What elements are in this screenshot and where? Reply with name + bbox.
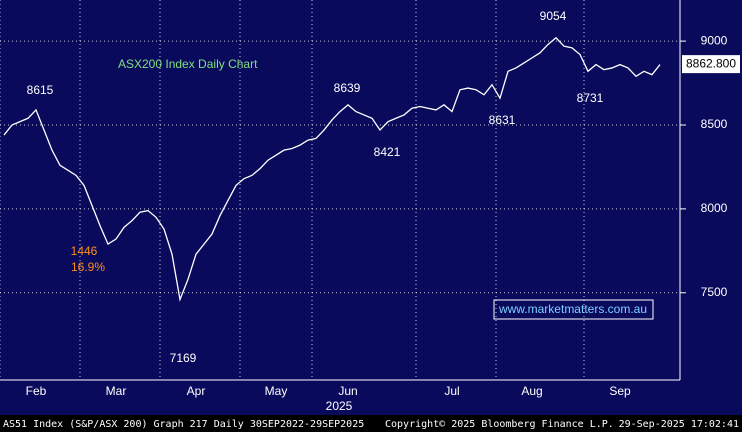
chart-title: ASX200 Index Daily Chart	[118, 57, 258, 71]
watermark: www.marketmatters.com.au	[498, 302, 647, 316]
price-line	[3, 36, 661, 302]
background	[0, 0, 742, 415]
annotation: 9054	[540, 9, 567, 23]
x-tick-label: Feb	[26, 384, 47, 398]
annotation: 8639	[334, 81, 361, 95]
last-price-label: 8862.800	[686, 56, 736, 70]
annotation: 16.9%	[71, 260, 105, 274]
x-axis-label: 2025	[326, 399, 353, 413]
annotation: 7169	[170, 351, 197, 365]
annotation: 8631	[489, 113, 516, 127]
annotation: 8615	[27, 83, 54, 97]
x-tick-label: Sep	[609, 384, 631, 398]
annotation: 1446	[71, 244, 98, 258]
y-tick-label: 8000	[701, 201, 728, 215]
footer-right: 29-Sep-2025 17:02:41	[619, 419, 739, 430]
footer-mid: Copyright© 2025 Bloomberg Finance L.P.	[385, 419, 614, 430]
x-tick-label: Mar	[106, 384, 127, 398]
y-tick-label: 7500	[701, 285, 728, 299]
last-price-box	[682, 55, 740, 74]
annotation: 8731	[577, 91, 604, 105]
watermark-box	[493, 299, 654, 320]
x-tick-label: Jun	[338, 384, 357, 398]
annotation: 8421	[374, 145, 401, 159]
x-tick-label: Apr	[187, 384, 206, 398]
footer-bar	[0, 415, 742, 432]
footer-left: AS51 Index (S&P/ASX 200) Graph 217 Daily…	[3, 419, 364, 430]
x-tick-label: Aug	[521, 384, 542, 398]
y-tick-label: 8500	[701, 117, 728, 131]
y-tick-label: 9000	[701, 33, 728, 47]
x-tick-label: Jul	[444, 384, 459, 398]
x-tick-label: May	[265, 384, 288, 398]
